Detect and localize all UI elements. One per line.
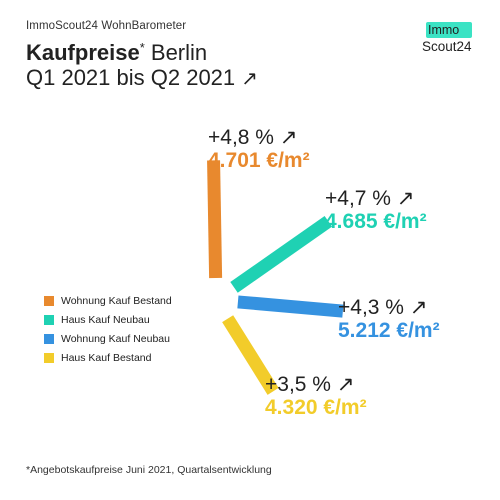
price-label: 5.212 €/m² [338,319,440,343]
logo-line-2: Scout24 [422,39,472,54]
title-city: Berlin [144,40,208,65]
change-label: +4,7 % ↗ [325,187,415,210]
title-bold: Kaufpreise [26,40,140,65]
legend: Wohnung Kauf Bestand Haus Kauf Neubau Wohn… [44,291,172,367]
footnote: *Angebotskaufpreise Juni 2021, Quartalse… [26,464,272,476]
bar-wohnung-kauf-bestand [207,160,223,279]
legend-label: Wohnung Kauf Neubau [61,332,170,345]
change-label: +3,5 % ↗ [265,373,355,396]
value-label-group: +4,7 % ↗ 4.685 €/m² [325,187,427,234]
legend-label: Haus Kauf Neubau [61,313,150,326]
legend-item: Haus Kauf Neubau [44,310,172,329]
legend-item: Wohnung Kauf Bestand [44,291,172,310]
arrow-up-right-icon: ↗ [336,373,355,396]
subtitle-text: Q1 2021 bis Q2 2021 [26,65,236,91]
legend-swatch [44,352,54,363]
price-label: 4.320 €/m² [265,396,367,420]
legend-label: Wohnung Kauf Bestand [61,294,172,307]
price-label: 4.685 €/m² [325,210,427,234]
value-label-group: +3,5 % ↗ 4.320 €/m² [265,373,367,420]
logo-accent-box [426,22,472,38]
title-footnote-mark: * [139,40,145,55]
legend-swatch [44,295,54,306]
value-label-group: +4,3 % ↗ 5.212 €/m² [338,296,440,343]
arrow-up-right-icon: ↗ [409,296,428,319]
bar-haus-kauf-neubau [230,216,333,293]
price-label: 4.701 €/m² [208,149,310,173]
legend-swatch [44,333,54,344]
legend-item: Haus Kauf Bestand [44,348,172,367]
change-label: +4,8 % ↗ [208,126,298,149]
legend-swatch [44,314,54,325]
bar-wohnung-kauf-neubau [237,295,344,318]
chart-title: Kaufpreise* Berlin [26,40,258,65]
chart-subtitle: Q1 2021 bis Q2 2021 ↗ [26,65,258,92]
arrow-up-right-icon: ↗ [241,68,258,91]
arrow-up-right-icon: ↗ [279,126,298,149]
arrow-up-right-icon: ↗ [396,187,415,210]
value-label-group: +4,8 % ↗ 4.701 €/m² [208,126,310,173]
immoscout24-logo: Immo Scout24 [422,22,478,62]
kicker-text: ImmoScout24 WohnBarometer [26,20,187,32]
header: ImmoScout24 WohnBarometer Kaufpreise* Be… [26,20,258,92]
change-label: +4,3 % ↗ [338,296,428,319]
logo-line-1: Immo [428,23,460,37]
bar-haus-kauf-bestand [222,315,279,395]
legend-item: Wohnung Kauf Neubau [44,329,172,348]
legend-label: Haus Kauf Bestand [61,351,152,364]
